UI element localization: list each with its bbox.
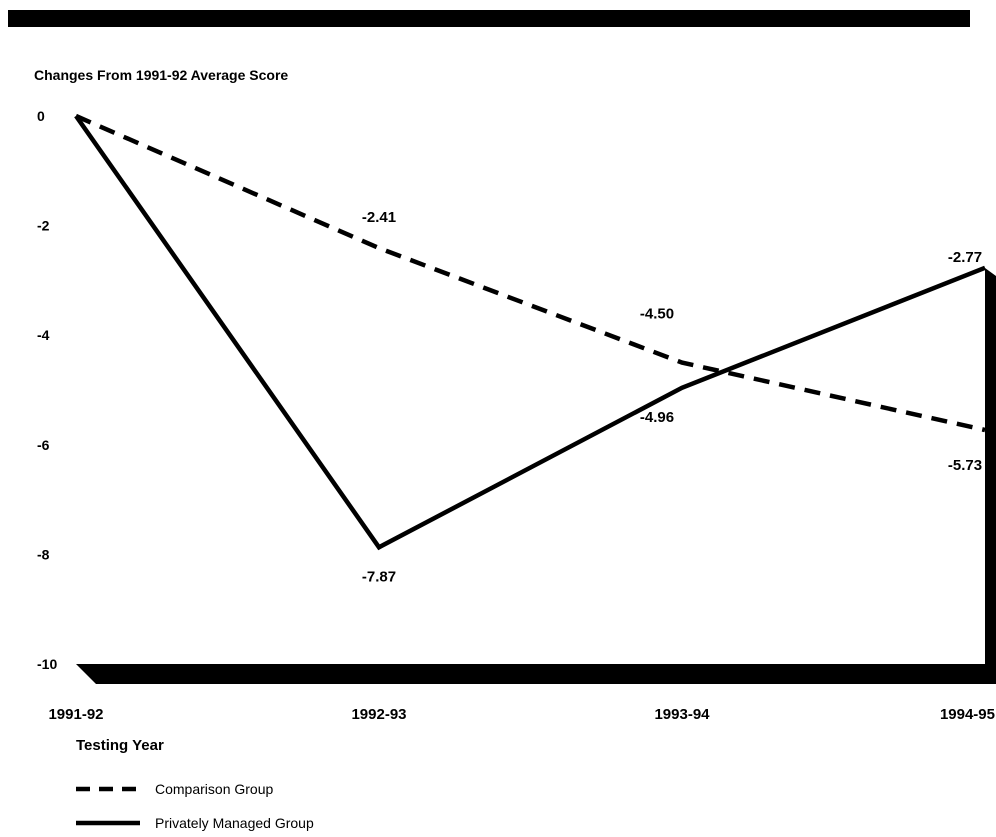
y-tick-label: -4 (37, 327, 50, 343)
chart-title: Changes From 1991-92 Average Score (34, 67, 288, 83)
series-lines (74, 113, 986, 551)
y-tick-label: -2 (37, 218, 50, 234)
x-tick-label: 1993-94 (654, 706, 710, 723)
y-tick-label: 0 (37, 108, 45, 124)
privately-managed-group-line (74, 114, 986, 551)
x-axis-label: Testing Year (76, 737, 164, 754)
legend: Comparison Group Privately Managed Group (76, 781, 314, 831)
y-tick-label: -6 (37, 437, 50, 453)
y-tick-label: -8 (37, 546, 50, 562)
x-axis-ticks: 1991-92 1992-93 1993-94 1994-95 (48, 706, 995, 723)
data-label: -2.77 (948, 249, 982, 266)
x-tick-label: 1992-93 (351, 706, 406, 723)
data-label: -4.50 (640, 306, 674, 323)
x-tick-label: 1994-95 (940, 706, 995, 723)
data-label: -2.41 (362, 209, 396, 226)
plot-right-wall (974, 268, 996, 684)
y-tick-label: -10 (37, 656, 57, 672)
x-tick-label: 1991-92 (48, 706, 103, 723)
legend-label: Comparison Group (155, 781, 273, 797)
y-axis-ticks: 0 -2 -4 -6 -8 -10 (37, 108, 57, 672)
data-label: -5.73 (948, 457, 982, 474)
comparison-group-line (75, 113, 986, 433)
data-label: -7.87 (362, 568, 396, 585)
data-label: -4.96 (640, 409, 674, 426)
legend-label: Privately Managed Group (155, 815, 314, 831)
plot-floor (76, 664, 974, 684)
data-labels: -2.41 -4.50 -5.73 -7.87 -4.96 -2.77 (362, 209, 982, 585)
top-black-bar (8, 10, 970, 27)
plot-shelf (76, 268, 996, 684)
